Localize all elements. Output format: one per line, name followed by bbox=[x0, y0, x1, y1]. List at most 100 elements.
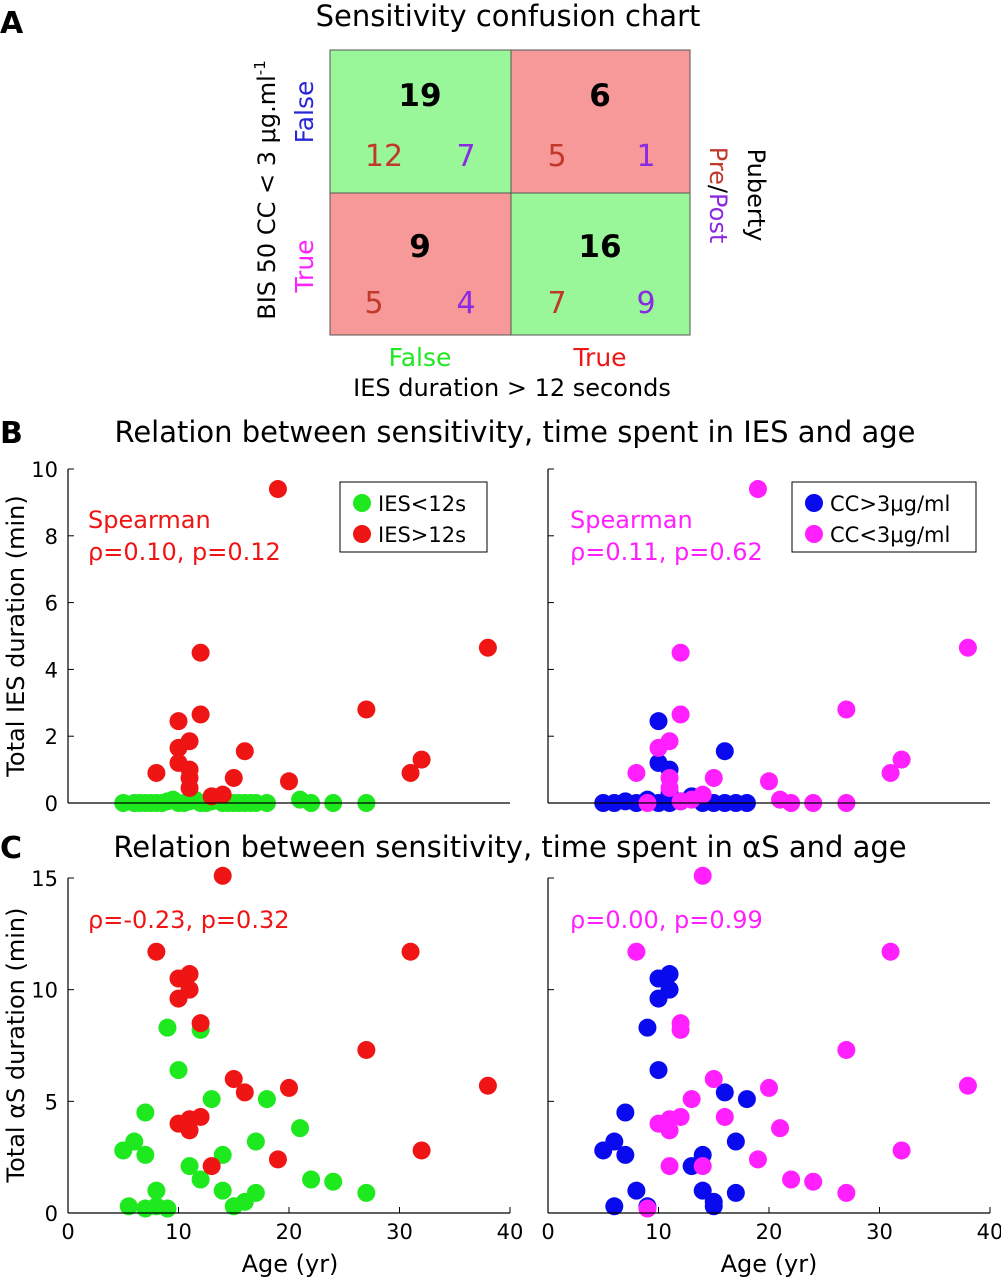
cell-post-count: 4 bbox=[456, 286, 475, 321]
data-point-ies-12s bbox=[213, 1145, 232, 1164]
y-tick-label: 2 bbox=[45, 725, 58, 749]
data-point-ies-12s bbox=[213, 866, 232, 885]
data-point-ies-12s bbox=[478, 638, 497, 657]
data-point-cc-3-g-ml bbox=[649, 1061, 668, 1080]
data-point-cc-3-g-ml bbox=[760, 772, 778, 791]
data-point-ies-12s bbox=[136, 1145, 155, 1164]
data-point-cc-3-g-ml bbox=[671, 705, 690, 724]
x-tick-label: 10 bbox=[645, 1220, 672, 1244]
x-axis-label-right: Age (yr) bbox=[721, 1250, 818, 1278]
data-point-cc-3-g-ml bbox=[715, 1083, 734, 1102]
data-point-cc-3-g-ml bbox=[605, 1197, 624, 1216]
data-point-cc-3-g-ml bbox=[671, 1107, 690, 1126]
plot-area: 0 5 10 15 0 10 20 30 40 bbox=[31, 866, 523, 1244]
y-tick-label: 10 bbox=[31, 979, 58, 1003]
panel-b-title: Relation between sensitivity, time spent… bbox=[114, 415, 915, 449]
stat-value: ρ=0.10, p=0.12 bbox=[88, 538, 281, 566]
legend-label-ies-gt-12: IES>12s bbox=[378, 523, 466, 547]
data-point-cc-3-g-ml bbox=[616, 1145, 635, 1164]
row-label-false: False bbox=[290, 81, 319, 144]
plot-as-left: 0 5 10 15 0 10 20 30 40 ρ=-0.23, p=0.32 bbox=[31, 866, 523, 1244]
data-point-ies-12s bbox=[180, 1121, 199, 1140]
data-point-cc-3-g-ml bbox=[660, 1157, 679, 1176]
x-tick-label: 30 bbox=[866, 1220, 893, 1244]
cell-pre-count: 5 bbox=[364, 286, 383, 321]
data-point-ies-12s bbox=[180, 1157, 199, 1176]
cell-post-count: 1 bbox=[636, 139, 655, 174]
data-point-cc-3-g-ml bbox=[660, 732, 679, 751]
col-label-false: False bbox=[389, 343, 452, 372]
plot-area bbox=[547, 468, 990, 812]
data-point-cc-3-g-ml bbox=[881, 942, 900, 961]
y-tick-label: 4 bbox=[45, 658, 58, 682]
data-point-cc-3-g-ml bbox=[693, 785, 712, 804]
data-point-cc-3-g-ml bbox=[671, 643, 690, 662]
data-point-ies-12s bbox=[147, 942, 166, 961]
data-point-ies-12s bbox=[180, 778, 199, 797]
data-point-cc-3-g-ml bbox=[660, 965, 679, 984]
confusion-title: Sensitivity confusion chart bbox=[316, 0, 701, 33]
y-tick-label: 10 bbox=[31, 458, 58, 482]
data-point-cc-3-g-ml bbox=[671, 1020, 690, 1039]
legend-marker-cc-gt-3 bbox=[805, 494, 823, 512]
cell-true-true bbox=[510, 192, 691, 336]
data-point-ies-12s bbox=[280, 772, 298, 791]
confusion-xlabel: IES duration > 12 seconds bbox=[353, 374, 671, 402]
x-tick-label: 40 bbox=[977, 1220, 1001, 1244]
data-point-cc-3-g-ml bbox=[958, 638, 977, 657]
data-point-cc-3-g-ml bbox=[638, 1199, 657, 1218]
confusion-ylabel-superscript: -1 bbox=[251, 60, 269, 75]
legend-label-ies-lt-12: IES<12s bbox=[378, 492, 466, 516]
data-point-cc-3-g-ml bbox=[726, 1132, 745, 1151]
data-point-cc-3-g-ml bbox=[837, 1040, 856, 1059]
data-point-ies-12s bbox=[119, 1197, 138, 1216]
plot-area: 0 10 20 30 40 bbox=[541, 866, 1001, 1244]
data-point-cc-3-g-ml bbox=[660, 980, 679, 999]
data-point-cc-3-g-ml bbox=[638, 1018, 657, 1037]
x-tick-label: 0 bbox=[541, 1220, 554, 1244]
data-point-cc-3-g-ml bbox=[748, 1150, 767, 1169]
cell-total: 9 bbox=[409, 229, 431, 265]
data-point-ies-12s bbox=[180, 760, 199, 779]
legend-label-cc-lt-3: CC<3μg/ml bbox=[830, 523, 950, 547]
data-point-ies-12s bbox=[224, 1070, 243, 1088]
data-point-ies-12s bbox=[191, 1014, 210, 1033]
data-point-cc-3-g-ml bbox=[627, 942, 646, 961]
panel-c-title: Relation between sensitivity, time spent… bbox=[113, 830, 906, 864]
x-tick-label: 30 bbox=[386, 1220, 413, 1244]
data-point-cc-3-g-ml bbox=[782, 1170, 801, 1189]
x-tick-label: 10 bbox=[165, 1220, 192, 1244]
data-point-ies-12s bbox=[136, 1103, 155, 1122]
data-point-ies-12s bbox=[169, 1061, 188, 1080]
legend-label-cc-gt-3: CC>3μg/ml bbox=[830, 492, 950, 516]
data-point-cc-3-g-ml bbox=[837, 700, 856, 719]
data-point-ies-12s bbox=[268, 1150, 287, 1169]
data-point-cc-3-g-ml bbox=[726, 1183, 745, 1202]
data-point-ies-12s bbox=[246, 1183, 265, 1202]
data-point-cc-3-g-ml bbox=[693, 1157, 712, 1176]
pre-post-separator: / bbox=[704, 185, 732, 194]
data-point-ies-12s bbox=[401, 942, 420, 961]
y-tick-label: 15 bbox=[31, 867, 58, 891]
data-point-ies-12s bbox=[412, 1141, 431, 1160]
data-point-cc-3-g-ml bbox=[693, 866, 712, 885]
data-point-ies-12s bbox=[191, 1107, 210, 1126]
panel-c-ylabel: Total αS duration (min) bbox=[2, 908, 30, 1184]
data-point-ies-12s bbox=[147, 1181, 166, 1200]
data-point-cc-3-g-ml bbox=[958, 1076, 977, 1095]
data-point-ies-12s bbox=[257, 1090, 276, 1109]
y-tick-label: 8 bbox=[45, 525, 58, 549]
cell-total: 19 bbox=[398, 78, 441, 114]
cell-total: 16 bbox=[578, 229, 621, 265]
cell-post-count: 9 bbox=[636, 286, 655, 321]
legend-box: CC>3μg/ml CC<3μg/ml bbox=[791, 481, 977, 553]
data-point-ies-12s bbox=[202, 1090, 221, 1109]
legend-frame bbox=[791, 481, 977, 553]
data-point-cc-3-g-ml bbox=[693, 1181, 712, 1200]
data-point-ies-12s bbox=[357, 1040, 376, 1059]
data-point-cc-3-g-ml bbox=[771, 1119, 790, 1138]
confusion-ylabel-text: BIS 50 CC < 3 μg.ml bbox=[253, 75, 281, 320]
data-point-ies-12s bbox=[191, 643, 210, 662]
data-point-cc-3-g-ml bbox=[892, 1141, 911, 1160]
